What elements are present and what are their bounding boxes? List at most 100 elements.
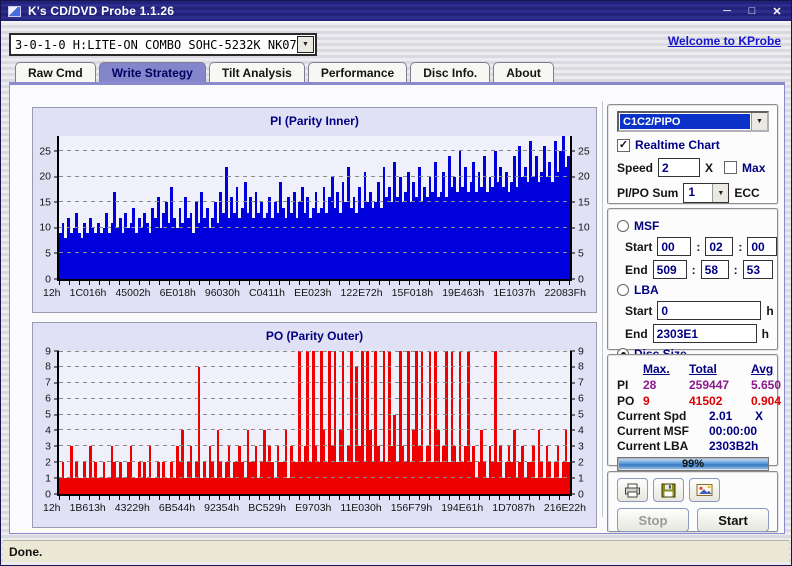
print-button[interactable] (617, 478, 648, 502)
x-axis-label: 1C016h (70, 287, 107, 299)
maximize-button[interactable]: □ (745, 5, 759, 18)
pi-plot-area: 12h1C016h45002h6E018h96030hC0411hEE023h1… (57, 136, 572, 281)
pi-row-label: PI (617, 378, 643, 392)
y-axis-label: 25 (578, 146, 590, 157)
po-max-value: 9 (643, 394, 689, 408)
msf-label: MSF (634, 219, 659, 233)
msf-start-frame-input[interactable] (747, 237, 777, 256)
current-speed-unit: X (755, 409, 769, 423)
mode-select-value: C1C2/PIPO (620, 114, 750, 129)
y-axis-label: 3 (45, 441, 51, 452)
tab-write-strategy[interactable]: Write Strategy (99, 62, 206, 82)
pi-max-value: 28 (643, 378, 689, 392)
po-avg-value: 0.904 (751, 394, 781, 408)
colon-separator: : (738, 240, 742, 254)
lba-radio[interactable] (617, 284, 629, 296)
tab-about[interactable]: About (493, 62, 554, 82)
max-speed-label: Max (742, 161, 765, 175)
max-speed-checkbox[interactable] (724, 161, 737, 174)
y-axis-label: 15 (578, 197, 590, 208)
x-axis-label: BC529h (248, 502, 286, 514)
y-axis-label: 6 (45, 393, 51, 404)
y-axis-label: 5 (578, 409, 584, 420)
pipo-sum-value: 1 (684, 184, 712, 202)
x-axis-label: 15F018h (392, 287, 433, 299)
x-axis-label: 11E030h (340, 502, 381, 514)
po-plot-area: 12h1B613h43229h6B544h92354hBC529hE9703h1… (57, 351, 572, 496)
current-lba-value: 2303B2h (709, 439, 755, 453)
current-msf-label: Current MSF (617, 424, 709, 438)
lba-end-label: End (625, 327, 648, 341)
pi-total-value: 259447 (689, 378, 751, 392)
speed-input[interactable] (658, 158, 700, 177)
x-axis-label: 6B544h (159, 502, 195, 514)
drive-select[interactable]: 3-0-1-0 H:LITE-ON COMBO SOHC-5232K NK07 (9, 33, 317, 56)
msf-end-frame-input[interactable] (743, 260, 773, 279)
minimize-button[interactable]: ─ (720, 5, 734, 18)
y-axis-label: 20 (578, 172, 590, 183)
start-button[interactable]: Start (697, 508, 769, 532)
x-axis-label: 216E22h (544, 502, 586, 514)
y-axis-label: 10 (39, 223, 51, 234)
chevron-down-icon[interactable] (712, 184, 728, 202)
po-x-labels: 12h1B613h43229h6B544h92354hBC529hE9703h1… (43, 502, 586, 514)
chevron-down-icon[interactable] (297, 36, 314, 53)
current-msf-row: Current MSF 00:00:00 (617, 424, 769, 438)
msf-start-sec-input[interactable] (705, 237, 733, 256)
tab-tilt-analysis[interactable]: Tilt Analysis (209, 62, 305, 82)
y-axis-label: 6 (578, 393, 584, 404)
y-axis-label: 0 (45, 489, 51, 500)
tab-disc-info[interactable]: Disc Info. (410, 62, 490, 82)
lba-end-input[interactable] (653, 324, 757, 343)
mode-select[interactable]: C1C2/PIPO (617, 111, 769, 132)
current-speed-value: 2.01 (709, 409, 755, 423)
pi-x-labels: 12h1C016h45002h6E018h96030hC0411hEE023h1… (43, 287, 586, 299)
stats-header-row: Max. Total Avg (617, 362, 769, 376)
lba-start-input[interactable] (657, 301, 761, 320)
x-axis-label: 22083Fh (544, 287, 585, 299)
ecc-label: ECC (734, 186, 759, 200)
close-button[interactable]: ✕ (770, 5, 784, 18)
tab-raw-cmd[interactable]: Raw Cmd (15, 62, 96, 82)
run-button-row: Stop Start (617, 508, 769, 532)
x-axis-label: 43229h (115, 502, 150, 514)
chevron-down-icon[interactable] (751, 113, 767, 130)
stop-button[interactable]: Stop (617, 508, 689, 532)
pi-chart: PI (Parity Inner) 12h1C016h45002h6E018h9… (32, 107, 597, 313)
colon-separator: : (734, 263, 738, 277)
colon-separator: : (692, 263, 696, 277)
y-axis-label: 9 (578, 346, 584, 357)
x-axis-label: 194E61h (441, 502, 483, 514)
msf-end-sec-input[interactable] (701, 260, 729, 279)
pipo-sum-select[interactable]: 1 (683, 183, 729, 203)
window-title: K's CD/DVD Probe 1.1.26 (28, 4, 174, 18)
image-icon (696, 483, 713, 497)
x-axis-label: 1E1037h (493, 287, 535, 299)
realtime-chart-checkbox[interactable] (617, 139, 630, 152)
actions-group: Stop Start (607, 471, 779, 533)
msf-end-min-input[interactable] (653, 260, 687, 279)
speed-label: Speed (617, 161, 653, 175)
y-axis-label: 25 (39, 146, 51, 157)
colon-separator: : (696, 240, 700, 254)
x-axis-label: 122E72h (341, 287, 383, 299)
progress-bar: 99% (617, 457, 769, 471)
msf-radio[interactable] (617, 220, 629, 232)
pi-x-ticks (59, 281, 570, 285)
x-axis-label: 19E463h (442, 287, 484, 299)
welcome-link[interactable]: Welcome to KProbe (668, 34, 781, 48)
tab-bar: Raw CmdWrite StrategyTilt AnalysisPerfor… (15, 62, 554, 82)
realtime-chart-label: Realtime Chart (635, 138, 720, 152)
x-axis-label: 6E018h (160, 287, 196, 299)
y-axis-label: 0 (578, 274, 584, 285)
y-axis-label: 1 (578, 473, 584, 484)
snapshot-button[interactable] (689, 478, 720, 502)
msf-start-min-input[interactable] (657, 237, 691, 256)
save-button[interactable] (653, 478, 684, 502)
stats-header-max: Max. (643, 362, 689, 376)
pi-chart-title: PI (Parity Inner) (33, 114, 596, 128)
x-axis-label: 12h (43, 502, 61, 514)
po-total-value: 41502 (689, 394, 751, 408)
tab-performance[interactable]: Performance (308, 62, 407, 82)
x-axis-label: 156F79h (391, 502, 432, 514)
